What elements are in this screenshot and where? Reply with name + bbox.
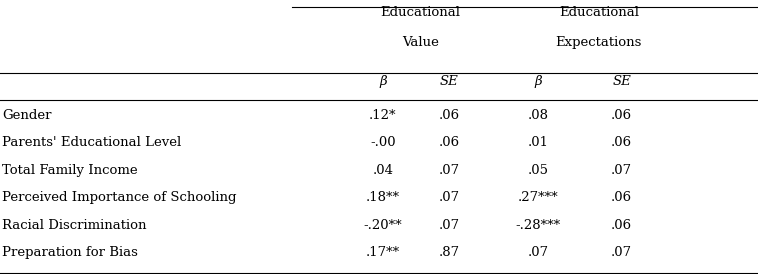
Text: SE: SE: [612, 75, 631, 88]
Text: Expectations: Expectations: [556, 36, 642, 49]
Text: Total Family Income: Total Family Income: [2, 164, 138, 177]
Text: Perceived Importance of Schooling: Perceived Importance of Schooling: [2, 191, 236, 204]
Text: .06: .06: [611, 191, 632, 204]
Text: Educational: Educational: [559, 6, 639, 19]
Text: β: β: [379, 75, 387, 88]
Text: .07: .07: [611, 164, 632, 177]
Text: Parents' Educational Level: Parents' Educational Level: [2, 136, 181, 149]
Text: -.00: -.00: [370, 136, 396, 149]
Text: .07: .07: [528, 246, 549, 259]
Text: .07: .07: [439, 219, 460, 232]
Text: Racial Discrimination: Racial Discrimination: [2, 219, 147, 232]
Text: β: β: [534, 75, 542, 88]
Text: -.28***: -.28***: [515, 219, 561, 232]
Text: .06: .06: [439, 136, 460, 149]
Text: Value: Value: [402, 36, 439, 49]
Text: -.20**: -.20**: [364, 219, 402, 232]
Text: .06: .06: [611, 219, 632, 232]
Text: .04: .04: [372, 164, 393, 177]
Text: .17**: .17**: [365, 246, 400, 259]
Text: SE: SE: [440, 75, 459, 88]
Text: .05: .05: [528, 164, 549, 177]
Text: .07: .07: [439, 164, 460, 177]
Text: .06: .06: [611, 109, 632, 122]
Text: .12*: .12*: [369, 109, 396, 122]
Text: Gender: Gender: [2, 109, 52, 122]
Text: .18**: .18**: [366, 191, 399, 204]
Text: Educational: Educational: [381, 6, 461, 19]
Text: .06: .06: [611, 136, 632, 149]
Text: .08: .08: [528, 109, 549, 122]
Text: .87: .87: [439, 246, 460, 259]
Text: .07: .07: [611, 246, 632, 259]
Text: .06: .06: [439, 109, 460, 122]
Text: .07: .07: [439, 191, 460, 204]
Text: .01: .01: [528, 136, 549, 149]
Text: .27***: .27***: [518, 191, 559, 204]
Text: Preparation for Bias: Preparation for Bias: [2, 246, 138, 259]
